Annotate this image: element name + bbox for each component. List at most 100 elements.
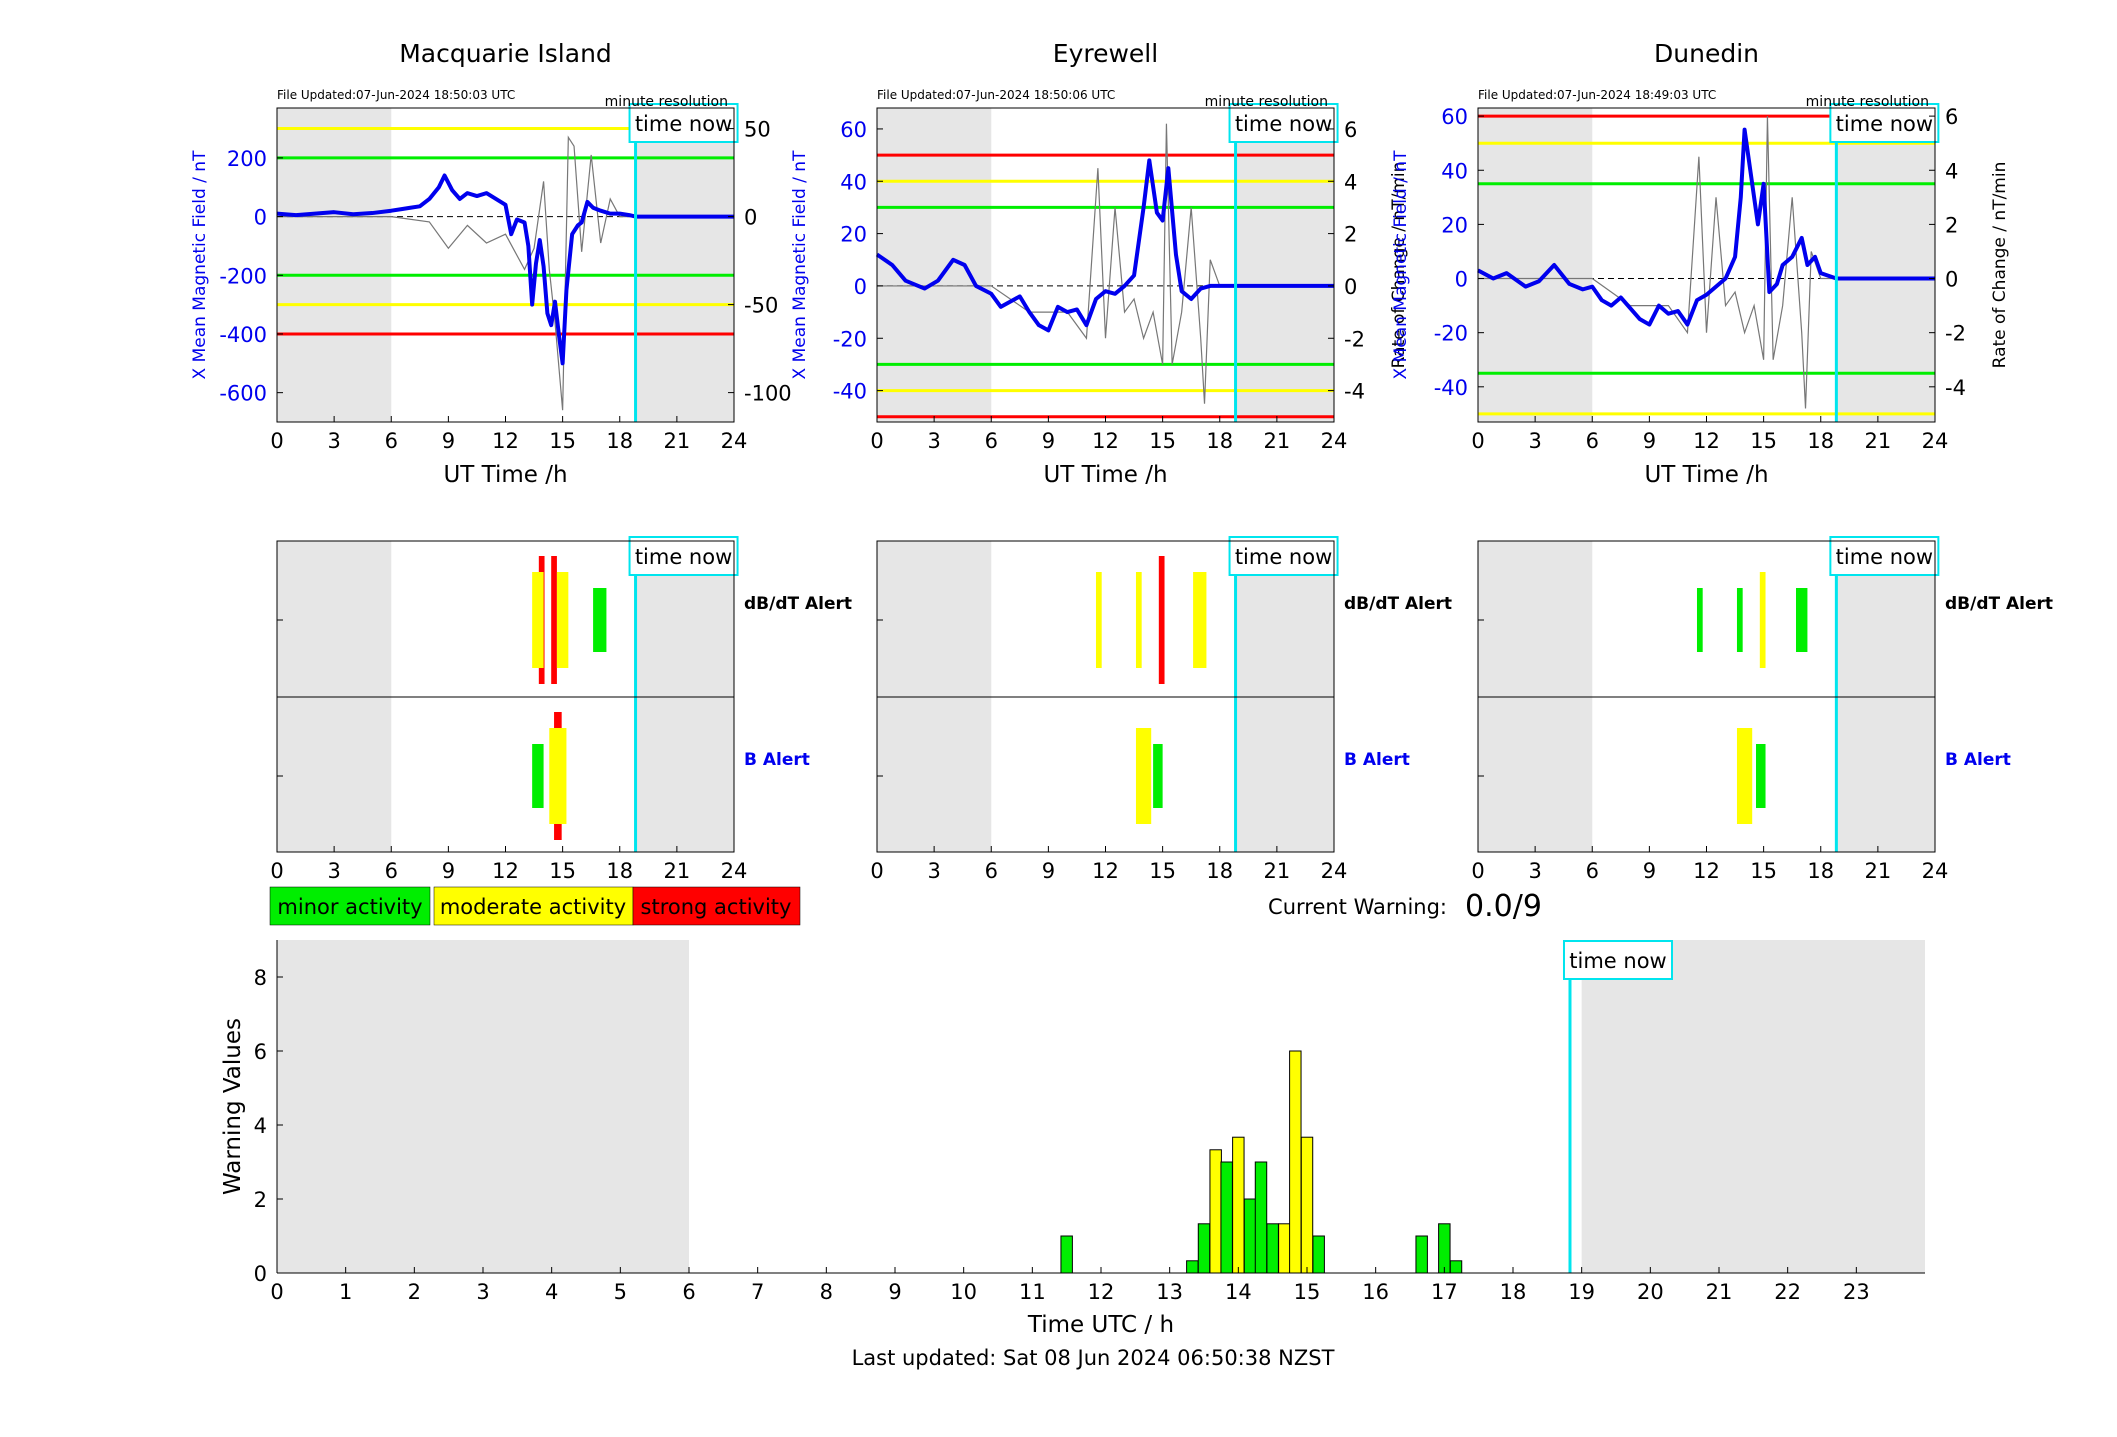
- shaded-night-region: [635, 108, 734, 422]
- x-tick-label: 0: [270, 859, 283, 883]
- dbdt-alert-segment: [1696, 588, 1703, 652]
- b-alert-segment: [1736, 728, 1753, 824]
- time-now-label: time now: [1235, 112, 1332, 136]
- x-tick-label: 2: [408, 1280, 421, 1304]
- time-now-box: [1562, 940, 1673, 980]
- dbdt-alert-segment: [556, 572, 569, 668]
- y-left-tick-label: -200: [219, 264, 267, 288]
- rate-of-change-line: [277, 135, 734, 411]
- x-tick-label: 3: [927, 429, 940, 453]
- y-right-tick-label: 6: [1945, 105, 1958, 129]
- x-tick-label: 21: [1865, 429, 1892, 453]
- magnetic-field-line: [276, 173, 734, 366]
- dbdt-alert-segment: [1095, 572, 1102, 668]
- x-tick-label: 12: [492, 429, 519, 453]
- time-now-label: time now: [1836, 545, 1933, 569]
- x-tick-label: 3: [476, 1280, 489, 1304]
- x-tick-label: 4: [545, 1280, 558, 1304]
- y-tick-label: 4: [254, 1114, 267, 1138]
- x-tick-label: 3: [327, 859, 340, 883]
- file-updated-text: File Updated:07-Jun-2024 18:50:06 UTC: [877, 88, 1115, 102]
- alert-panel-macquarie: time now 0 3 6 9 12 15 18 21 24 dB/dT Alert B Alert: [270, 536, 852, 883]
- legend-moderate-label: moderate activity: [440, 895, 626, 919]
- x-tick-label: 24: [1321, 429, 1348, 453]
- x-tick-label: 0: [1471, 429, 1484, 453]
- x-axis-label: UT Time /h: [1644, 462, 1768, 488]
- x-tick-label: 9: [888, 1280, 901, 1304]
- x-tick-label: 21: [1264, 429, 1291, 453]
- warning-bar: [1197, 1223, 1211, 1274]
- time-now-label: time now: [1235, 545, 1332, 569]
- station-title: Dunedin: [1654, 39, 1759, 68]
- y-right-axis-label: Rate of Change / nT/min: [1389, 162, 1409, 369]
- time-now-label: time now: [1836, 112, 1933, 136]
- x-tick-label: 6: [985, 859, 998, 883]
- time-now-label: time now: [635, 112, 732, 136]
- y-right-tick-label: 0: [1945, 268, 1958, 292]
- y-left-axis-label: X Mean Magnetic Field / nT: [190, 150, 210, 380]
- x-tick-label: 12: [1693, 429, 1720, 453]
- warning-bar: [1449, 1260, 1463, 1274]
- x-tick-label: 21: [1865, 859, 1892, 883]
- y-left-tick-label: -20: [833, 327, 867, 351]
- y-right-tick-label: -2: [1344, 327, 1365, 351]
- x-tick-label: 0: [870, 429, 883, 453]
- time-now-box: [628, 536, 739, 576]
- file-updated-text: File Updated:07-Jun-2024 18:50:03 UTC: [277, 88, 515, 102]
- legend-minor-label: minor activity: [277, 895, 422, 919]
- y-left-tick-label: 0: [254, 206, 267, 230]
- x-tick-label: 15: [1750, 429, 1777, 453]
- x-tick-label: 6: [385, 429, 398, 453]
- y-right-tick-label: -2: [1945, 322, 1966, 346]
- station-title: Macquarie Island: [399, 39, 612, 68]
- file-updated-text: File Updated:07-Jun-2024 18:49:03 UTC: [1478, 88, 1716, 102]
- x-tick-label: 9: [1042, 429, 1055, 453]
- x-tick-label: 12: [1693, 859, 1720, 883]
- y-right-tick-label: 0: [1344, 275, 1357, 299]
- y-left-tick-label: -20: [1434, 322, 1468, 346]
- warning-bar: [1254, 1161, 1268, 1274]
- x-tick-label: 5: [614, 1280, 627, 1304]
- x-tick-label: 7: [751, 1280, 764, 1304]
- y-right-tick-label: -50: [744, 294, 778, 318]
- x-tick-label: 23: [1843, 1280, 1870, 1304]
- y-left-tick-label: 0: [1455, 268, 1468, 292]
- rate-of-change-line: [1478, 116, 1935, 409]
- x-tick-label: 15: [1149, 859, 1176, 883]
- x-tick-label: 6: [682, 1280, 695, 1304]
- legend-moderate-swatch: [433, 886, 634, 926]
- dbdt-alert-segment: [593, 588, 607, 652]
- x-tick-label: 9: [442, 859, 455, 883]
- x-tick-label: 15: [1294, 1280, 1321, 1304]
- legend-minor-swatch: [269, 886, 431, 926]
- warning-bar: [1220, 1161, 1233, 1274]
- warning-bar: [1278, 1223, 1291, 1274]
- x-tick-label: 1: [339, 1280, 352, 1304]
- dbdt-alert-segment: [551, 556, 557, 684]
- warning-bar: [1232, 1136, 1245, 1274]
- y-left-tick-label: 60: [840, 118, 867, 142]
- resolution-text: minute resolution: [1205, 94, 1328, 110]
- y-tick-label: 2: [254, 1188, 267, 1212]
- x-tick-label: 0: [870, 859, 883, 883]
- dbdt-alert-segment: [532, 572, 544, 668]
- b-alert-segment: [1756, 744, 1766, 808]
- b-alert-segment: [532, 744, 544, 808]
- y-right-tick-label: 50: [744, 118, 771, 142]
- y-right-tick-label: -4: [1945, 376, 1966, 400]
- warning-bar: [1289, 1050, 1302, 1274]
- x-tick-label: 10: [950, 1280, 977, 1304]
- x-tick-label: 24: [721, 859, 748, 883]
- dbdt-alert-segment: [1135, 572, 1142, 668]
- x-tick-label: 0: [1471, 859, 1484, 883]
- warning-bar: [1415, 1235, 1428, 1274]
- b-alert-label: B Alert: [1945, 750, 2011, 770]
- x-tick-label: 9: [1643, 859, 1656, 883]
- x-tick-label: 18: [1807, 859, 1834, 883]
- x-tick-label: 15: [1149, 429, 1176, 453]
- x-tick-label: 15: [549, 429, 576, 453]
- y-tick-label: 0: [254, 1262, 267, 1286]
- x-tick-label: 3: [327, 429, 340, 453]
- x-tick-label: 0: [270, 429, 283, 453]
